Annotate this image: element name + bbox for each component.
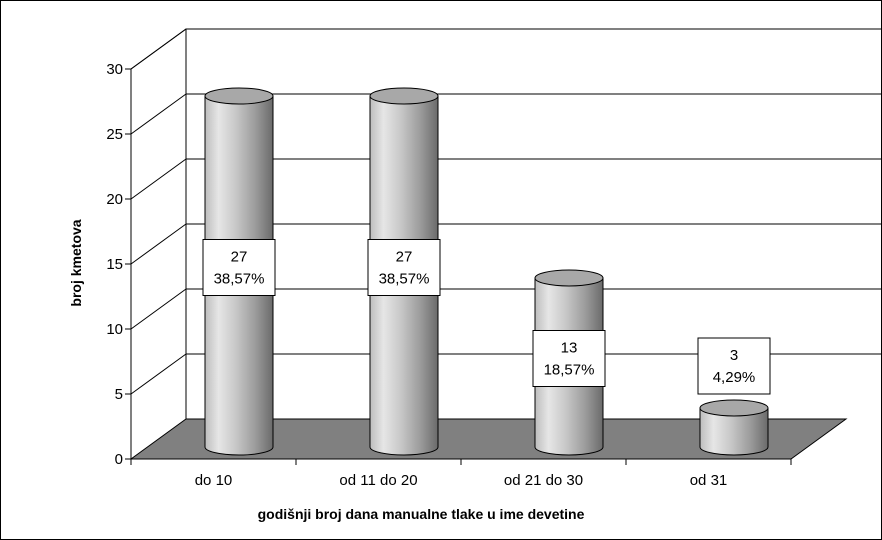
x-axis-title: godišnji broj dana manualne tlake u ime … xyxy=(258,506,585,522)
bar-top xyxy=(369,87,439,105)
data-label-percent: 4,29% xyxy=(713,369,756,386)
x-tick-labels: do 10 od 11 do 20 od 21 do 30 od 31 xyxy=(195,472,728,489)
x-tick-label: do 10 xyxy=(195,472,233,489)
gridline-diagonal xyxy=(130,288,187,330)
gridline-diagonal xyxy=(130,93,187,135)
data-label: 27 38,57% xyxy=(367,239,441,296)
bar-top xyxy=(534,269,604,287)
y-tick-label: 30 xyxy=(106,61,123,78)
x-tick-label: od 11 do 20 xyxy=(339,472,417,489)
data-label-box xyxy=(367,239,441,296)
data-label-value: 3 xyxy=(730,347,738,364)
bar-body xyxy=(699,407,769,456)
y-tick-labels: 0 5 10 15 20 25 30 xyxy=(106,61,123,468)
data-label-value: 27 xyxy=(231,249,248,266)
bar-cylinder xyxy=(699,399,769,456)
data-label-box xyxy=(697,337,771,395)
y-tick-label: 0 xyxy=(115,451,123,468)
bar-top xyxy=(204,87,274,105)
bars xyxy=(204,87,769,456)
data-label: 27 38,57% xyxy=(202,239,276,296)
gridline-diagonal xyxy=(130,353,187,395)
data-label-box xyxy=(202,239,276,296)
y-tick-label: 10 xyxy=(106,321,123,338)
x-tick-label: od 21 do 30 xyxy=(504,472,583,489)
data-label-percent: 38,57% xyxy=(379,271,430,288)
x-tick-label: od 31 xyxy=(690,472,728,489)
data-label-percent: 18,57% xyxy=(544,362,595,379)
data-label-value: 27 xyxy=(396,249,413,266)
gridline-diagonal xyxy=(130,158,187,200)
y-tick-label: 15 xyxy=(106,256,123,273)
data-label: 13 18,57% xyxy=(532,330,606,387)
data-labels: 27 38,57% 27 38,57% 13 18,57% 3 4,29% xyxy=(202,239,771,395)
data-label-value: 13 xyxy=(561,340,578,357)
gridlines xyxy=(130,28,881,395)
data-label: 3 4,29% xyxy=(697,337,771,395)
y-axis-title: broj kmetova xyxy=(68,219,84,306)
axes xyxy=(125,68,792,465)
y-tick-label: 5 xyxy=(115,386,123,403)
y-tick-label: 25 xyxy=(106,126,123,143)
gridline-diagonal xyxy=(130,28,187,70)
gridline-diagonal xyxy=(130,223,187,265)
y-tick-label: 20 xyxy=(106,191,123,208)
data-label-box xyxy=(532,330,606,387)
bar-top xyxy=(699,399,769,417)
data-label-percent: 38,57% xyxy=(214,271,265,288)
